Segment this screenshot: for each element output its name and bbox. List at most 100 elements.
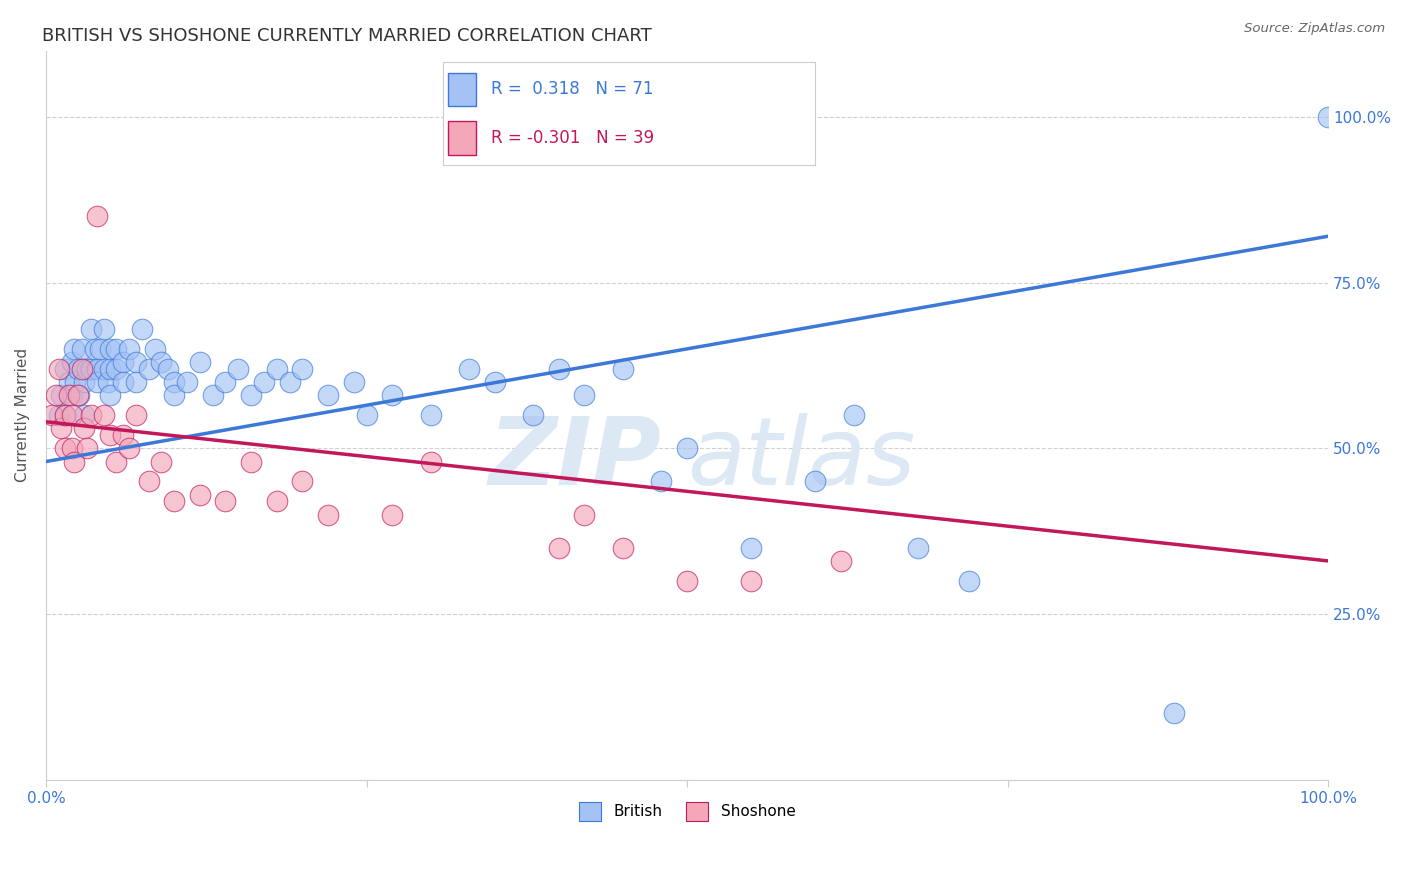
Point [48, 408, 70, 422]
Point [316, 508, 339, 522]
Point [105, 454, 128, 468]
Point [51, 421, 73, 435]
Point [93, 361, 115, 376]
Point [419, 408, 441, 422]
Point [201, 388, 224, 402]
Point [547, 361, 569, 376]
Point [522, 408, 544, 422]
Point [163, 388, 186, 402]
Point [76, 361, 98, 376]
Point [41, 408, 63, 422]
Point [89, 342, 111, 356]
Point [73, 421, 96, 435]
Point [266, 494, 288, 508]
Point [86, 361, 108, 376]
Point [66, 388, 89, 402]
Point [96, 375, 118, 389]
Point [458, 361, 481, 376]
Point [740, 541, 762, 555]
Point [240, 388, 263, 402]
Point [48, 361, 70, 376]
Point [842, 408, 865, 422]
Bar [449, 121, 477, 155]
Point [291, 361, 314, 376]
Point [804, 475, 827, 489]
Point [650, 475, 672, 489]
Point [291, 475, 314, 489]
Point [574, 388, 596, 402]
Point [214, 375, 236, 389]
Point [98, 388, 121, 402]
Point [98, 361, 121, 376]
Text: R =  0.318   N = 71: R = 0.318 N = 71 [491, 80, 654, 98]
Point [67, 388, 90, 402]
Point [63, 342, 86, 356]
Point [73, 375, 96, 389]
Point [612, 541, 634, 555]
Point [547, 541, 569, 555]
Point [53, 361, 76, 376]
Point [45, 388, 67, 402]
Point [381, 508, 404, 522]
Point [830, 554, 852, 568]
Point [226, 361, 249, 376]
Point [83, 342, 105, 356]
Point [111, 355, 134, 369]
Point [676, 442, 699, 456]
Point [316, 388, 339, 402]
Y-axis label: Currently Married: Currently Married [15, 348, 30, 483]
Point [70, 361, 93, 376]
Point [131, 322, 153, 336]
Point [53, 442, 76, 456]
Point [957, 574, 980, 588]
Point [163, 375, 186, 389]
Point [125, 408, 148, 422]
Point [138, 361, 160, 376]
Legend: British, Shoshone: British, Shoshone [572, 796, 801, 827]
Point [98, 428, 121, 442]
Point [138, 475, 160, 489]
Point [105, 361, 128, 376]
Bar [449, 73, 477, 106]
Point [343, 375, 366, 389]
Point [381, 388, 404, 402]
Point [1163, 706, 1185, 721]
Point [125, 375, 148, 389]
Point [1317, 110, 1340, 124]
Point [214, 494, 236, 508]
Text: atlas: atlas [688, 413, 915, 504]
Point [143, 342, 166, 356]
Point [150, 454, 173, 468]
Point [53, 408, 76, 422]
Point [66, 361, 89, 376]
Point [612, 361, 634, 376]
Point [111, 428, 134, 442]
Point [253, 375, 276, 389]
Point [60, 442, 83, 456]
Point [80, 322, 103, 336]
Text: BRITISH VS SHOSHONE CURRENTLY MARRIED CORRELATION CHART: BRITISH VS SHOSHONE CURRENTLY MARRIED CO… [42, 27, 652, 45]
Text: Source: ZipAtlas.com: Source: ZipAtlas.com [1244, 22, 1385, 36]
Point [73, 408, 96, 422]
Point [419, 454, 441, 468]
Point [266, 361, 288, 376]
Point [740, 574, 762, 588]
Text: R = -0.301   N = 39: R = -0.301 N = 39 [491, 129, 654, 147]
Point [80, 408, 103, 422]
Point [278, 375, 301, 389]
Point [188, 355, 211, 369]
Point [356, 408, 378, 422]
Point [53, 408, 76, 422]
Point [63, 454, 86, 468]
Point [60, 388, 83, 402]
Point [156, 361, 179, 376]
Point [125, 355, 148, 369]
Point [65, 375, 87, 389]
Point [176, 375, 198, 389]
Point [70, 342, 93, 356]
Point [118, 342, 141, 356]
Point [76, 442, 98, 456]
Point [150, 355, 173, 369]
Point [111, 375, 134, 389]
Point [86, 210, 108, 224]
